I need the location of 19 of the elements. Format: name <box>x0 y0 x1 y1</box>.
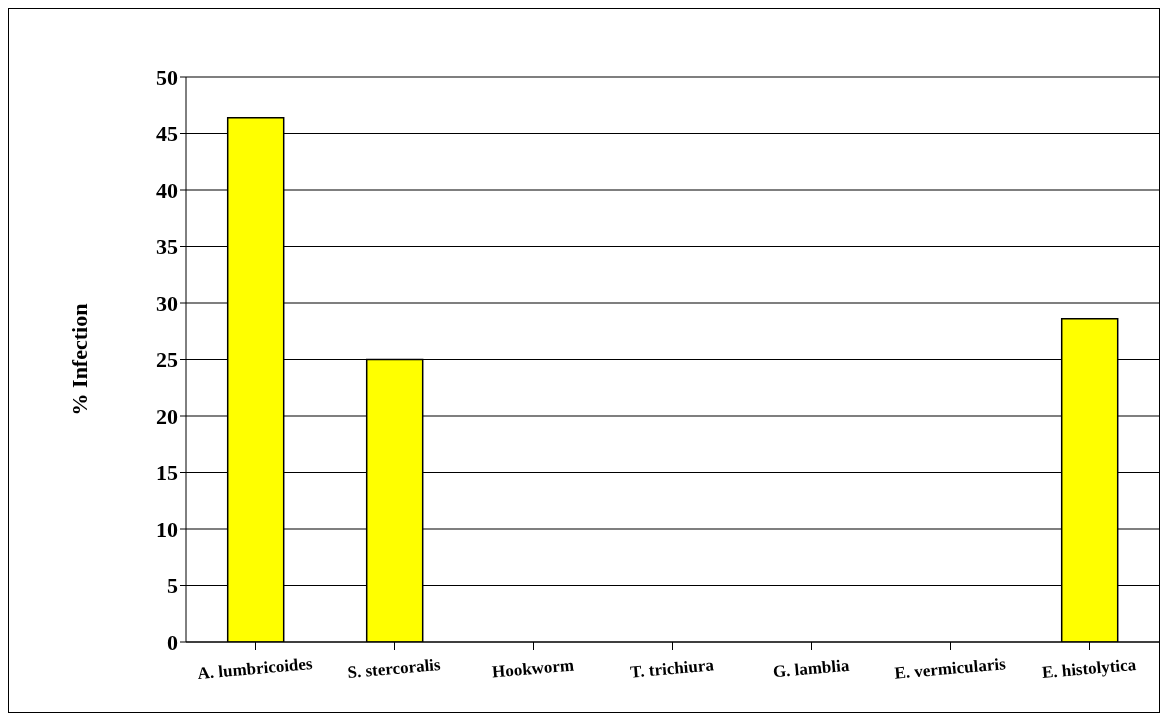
y-tick-label: 5 <box>167 573 178 599</box>
x-tick-label: Hookworm <box>491 655 575 682</box>
y-tick-label: 45 <box>156 121 178 147</box>
y-tick-label: 25 <box>156 347 178 373</box>
x-tick-label: G. lamblia <box>772 655 851 682</box>
x-tick-label: E. vermicularis <box>893 654 1007 683</box>
y-tick-label: 30 <box>156 290 178 316</box>
y-tick-label: 10 <box>156 516 178 542</box>
y-tick-label: 0 <box>167 629 178 655</box>
y-tick-label: 15 <box>156 460 178 486</box>
y-tick-label: 35 <box>156 234 178 260</box>
x-tick-label: E. histolytica <box>1041 654 1138 683</box>
y-tick-label: 50 <box>156 64 178 90</box>
x-tick-label: A. lumbricoides <box>196 654 314 684</box>
x-tick-label: T. trichiura <box>629 655 716 682</box>
y-axis-title: % Infection <box>66 303 92 416</box>
y-tick-label: 40 <box>156 177 178 203</box>
x-tick-label: S. stercoralis <box>346 654 442 683</box>
y-tick-label: 20 <box>156 403 178 429</box>
